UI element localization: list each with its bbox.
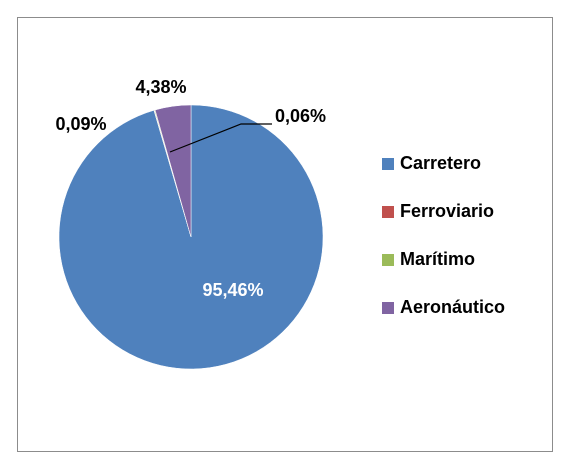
legend-label: Marítimo (400, 249, 475, 269)
data-label: 4,38% (135, 77, 186, 97)
legend-swatch (382, 254, 394, 266)
pie-slice (154, 104, 192, 238)
data-label: 0,06% (275, 106, 326, 126)
legend-label: Carretero (400, 153, 481, 173)
leader-line (169, 123, 272, 153)
legend-label: Aeronáutico (400, 297, 505, 317)
legend-label: Ferroviario (400, 201, 494, 221)
legend-swatch (382, 158, 394, 170)
data-label: 95,46% (202, 280, 263, 300)
data-label: 0,09% (55, 114, 106, 134)
legend-swatch (382, 206, 394, 218)
pie-slice (58, 104, 324, 370)
legend-swatch (382, 302, 394, 314)
